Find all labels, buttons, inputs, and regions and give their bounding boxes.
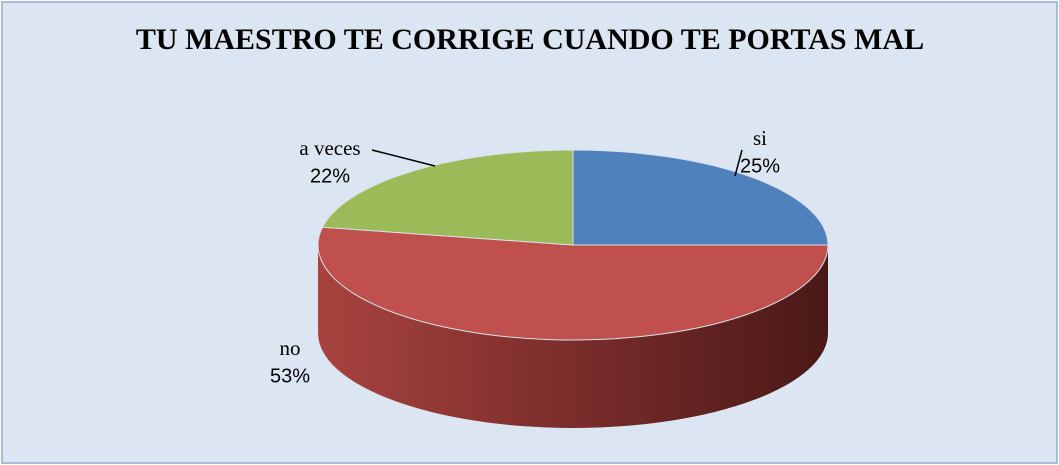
- value-label: 53%: [270, 365, 310, 387]
- value-label: 25%: [740, 155, 780, 177]
- category-label: no: [280, 336, 301, 360]
- category-label: a veces: [299, 136, 360, 160]
- chart-title: TU MAESTRO TE CORRIGE CUANDO TE PORTAS M…: [135, 23, 925, 56]
- pie-slice: [317, 226, 829, 341]
- pie-slice: [321, 149, 574, 246]
- pie: [317, 149, 829, 428]
- leader-line: [371, 149, 436, 167]
- leader-line: [734, 149, 743, 177]
- category-label: si: [753, 126, 767, 150]
- pie-slice: [572, 149, 829, 246]
- pie-side: [318, 245, 828, 428]
- value-label: 22%: [310, 165, 350, 187]
